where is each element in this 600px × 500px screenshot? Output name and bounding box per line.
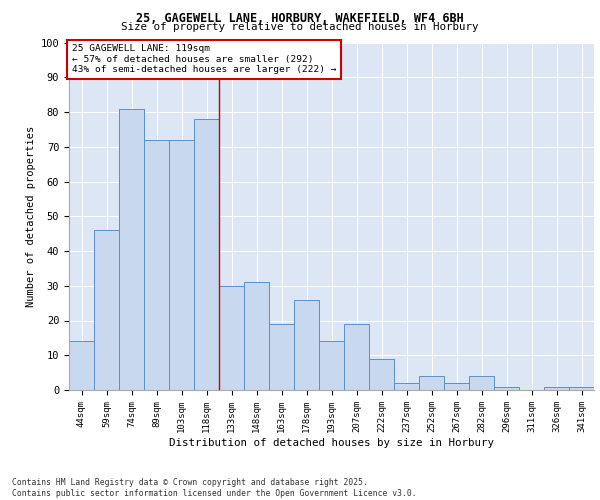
Bar <box>394 383 419 390</box>
Text: Size of property relative to detached houses in Horbury: Size of property relative to detached ho… <box>121 22 479 32</box>
Bar <box>344 324 369 390</box>
Bar <box>294 300 319 390</box>
Bar <box>369 358 394 390</box>
Bar <box>119 108 144 390</box>
Text: Contains HM Land Registry data © Crown copyright and database right 2025.
Contai: Contains HM Land Registry data © Crown c… <box>12 478 416 498</box>
Bar <box>269 324 294 390</box>
Bar <box>94 230 119 390</box>
Bar <box>544 386 569 390</box>
X-axis label: Distribution of detached houses by size in Horbury: Distribution of detached houses by size … <box>169 438 494 448</box>
Bar <box>69 342 94 390</box>
Bar <box>144 140 169 390</box>
Bar <box>419 376 444 390</box>
Bar <box>319 342 344 390</box>
Bar <box>244 282 269 390</box>
Bar <box>469 376 494 390</box>
Bar <box>219 286 244 390</box>
Bar <box>444 383 469 390</box>
Bar <box>169 140 194 390</box>
Y-axis label: Number of detached properties: Number of detached properties <box>26 126 37 307</box>
Text: 25 GAGEWELL LANE: 119sqm
← 57% of detached houses are smaller (292)
43% of semi-: 25 GAGEWELL LANE: 119sqm ← 57% of detach… <box>71 44 336 74</box>
Bar <box>494 386 519 390</box>
Bar <box>569 386 594 390</box>
Bar <box>194 119 219 390</box>
Text: 25, GAGEWELL LANE, HORBURY, WAKEFIELD, WF4 6BH: 25, GAGEWELL LANE, HORBURY, WAKEFIELD, W… <box>136 12 464 26</box>
